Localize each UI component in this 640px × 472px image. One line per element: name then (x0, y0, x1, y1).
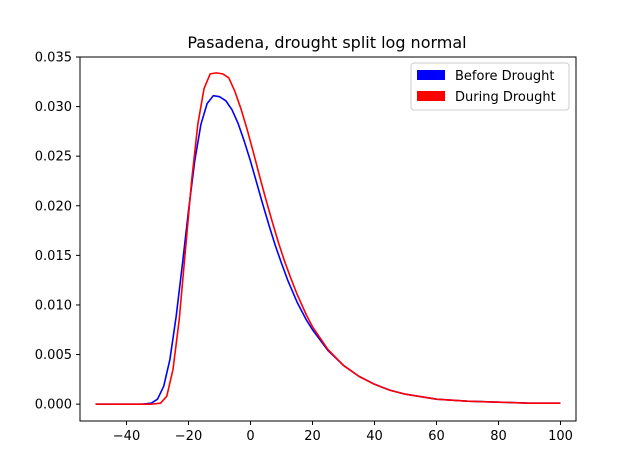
y-tick-label: 0.010 (35, 298, 72, 313)
x-tick-label: 60 (428, 429, 445, 444)
y-tick-label: 0.025 (35, 150, 72, 165)
x-tick-label: 100 (548, 429, 573, 444)
x-tick-label: −40 (113, 429, 140, 444)
y-tick-label: 0.005 (35, 348, 72, 363)
legend-swatch (417, 91, 445, 101)
x-tick-label: 40 (366, 429, 383, 444)
x-tick-label: −20 (175, 429, 202, 444)
x-axis: −40 −20 0 20 40 60 80 100 (113, 421, 573, 444)
plot-curves (95, 72, 561, 405)
legend-label: Before Drought (455, 69, 555, 84)
x-tick-label: 20 (304, 429, 321, 444)
legend-swatch (417, 70, 445, 80)
y-tick-label: 0.015 (35, 249, 72, 264)
y-tick-label: 0.030 (35, 100, 72, 115)
series-line-1 (95, 72, 561, 405)
x-tick-label: 0 (246, 429, 254, 444)
y-tick-label: 0.020 (35, 199, 72, 214)
chart-title: Pasadena, drought split log normal (187, 33, 466, 52)
plot-frame (79, 56, 577, 422)
y-tick-label: 0.035 (35, 51, 72, 66)
y-tick-label: 0.000 (35, 398, 72, 413)
legend: Before Drought During Drought (410, 62, 570, 111)
x-tick-label: 80 (490, 429, 507, 444)
y-axis: 0.000 0.005 0.010 0.015 0.020 0.025 0.030 0.035 (35, 51, 80, 413)
legend-label: During Drought (455, 90, 556, 105)
legend-frame (410, 62, 570, 111)
